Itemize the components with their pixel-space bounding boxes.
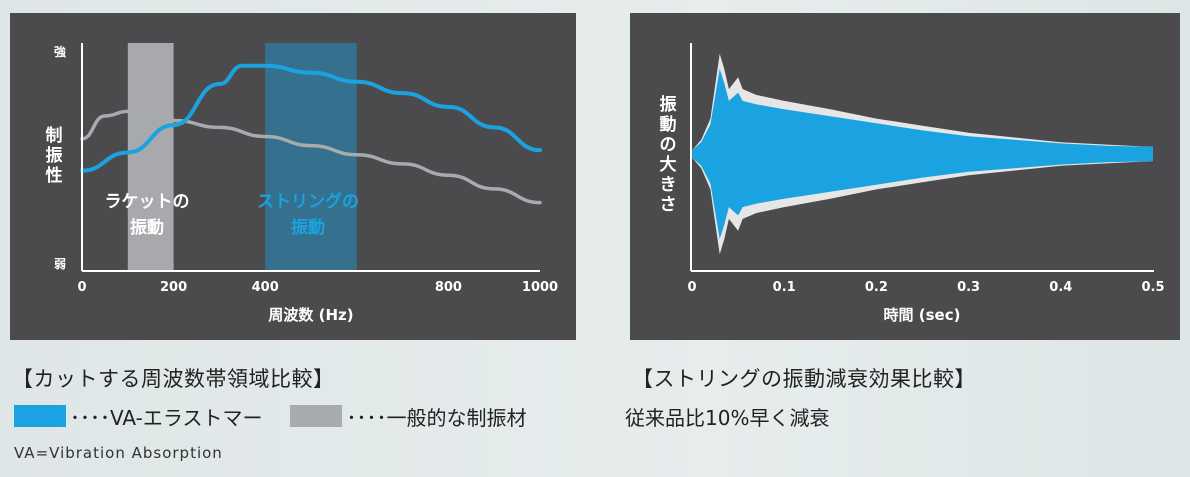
decay-chart-panel: 振動の大きさ 0 0.1 0.2 0.3 0.4 0.5 時間 (sec) — [630, 13, 1180, 340]
band2-label-line1: ストリングの — [257, 191, 359, 212]
y-title-char-6: さ — [660, 195, 677, 215]
x-tick-0.2: 0.2 — [865, 280, 888, 295]
va-elastomer-line — [80, 63, 542, 173]
y-title-char-3: の — [660, 135, 677, 155]
footnote: VA=Vibration Absorption — [14, 444, 223, 462]
x-tick-1000: 1000 — [522, 280, 558, 295]
y-title-char-4: 大 — [660, 154, 677, 175]
x-tick-800: 800 — [435, 280, 462, 295]
generic-legend-label: ････一般的な制振材 — [346, 405, 527, 430]
va-envelope — [692, 69, 1153, 239]
x-tick-0.5: 0.5 — [1141, 280, 1164, 295]
chart-series — [80, 63, 542, 205]
x-tick-200: 200 — [160, 280, 187, 295]
band2-label-line2: 振動 — [291, 217, 325, 238]
legend: ････VA-エラストマー ････一般的な制振材 — [14, 402, 526, 430]
right-caption: 【ストリングの振動減衰効果比較】 — [632, 367, 976, 391]
x-tick-0.4: 0.4 — [1049, 280, 1072, 295]
frequency-chart: 強 制 振 性 弱 ラケットの 振動 ストリングの 振動 0 200 400 800 1… — [46, 43, 558, 324]
left-caption: 【カットする周波数帯領域比較】 — [12, 367, 335, 391]
x-axis-title: 周波数 (Hz) — [268, 306, 353, 324]
x-tick-0: 0 — [77, 280, 86, 295]
band1-label-line1: ラケットの — [105, 192, 190, 212]
y-top-label: 強 — [54, 44, 66, 59]
y-bottom-label: 弱 — [54, 256, 66, 271]
y-mid-label-3: 性 — [46, 165, 63, 186]
x-tick-labels: 0 0.1 0.2 0.3 0.4 0.5 — [687, 280, 1164, 295]
x-tick-0.1: 0.1 — [773, 280, 796, 295]
x-tick-400: 400 — [252, 280, 279, 295]
y-mid-label-2: 振 — [46, 145, 63, 166]
x-axis-title: 時間 (sec) — [884, 306, 961, 324]
va-legend-swatch — [14, 405, 66, 427]
decay-note: 従来品比10%早く減衰 — [625, 406, 830, 430]
y-title-char-5: き — [660, 175, 677, 195]
generic-damper-line — [80, 109, 542, 205]
band1-label-line2: 振動 — [130, 217, 164, 238]
x-tick-0.3: 0.3 — [957, 280, 980, 295]
chart-series — [692, 53, 1153, 255]
generic-legend-swatch — [290, 405, 343, 427]
shaded-band-1 — [127, 43, 174, 271]
x-tick-0: 0 — [687, 280, 696, 295]
frequency-chart-panel: 強 制 振 性 弱 ラケットの 振動 ストリングの 振動 0 200 400 800 1… — [10, 13, 576, 340]
x-tick-labels: 0 200 400 800 1000 — [77, 280, 558, 295]
va-legend-label: ････VA-エラストマー — [70, 405, 263, 430]
y-mid-label-1: 制 — [46, 125, 63, 146]
y-title-char-2: 動 — [660, 114, 677, 135]
y-title-char-1: 振 — [660, 94, 677, 115]
